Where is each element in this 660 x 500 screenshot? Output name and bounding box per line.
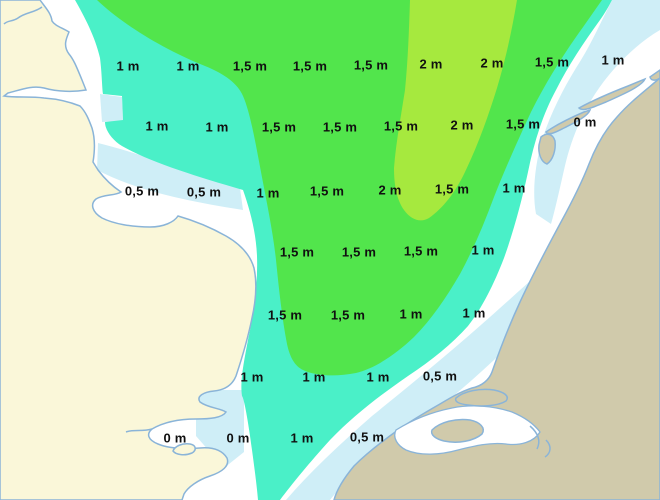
wave-height-label: 1,5 m [322, 119, 358, 135]
wave-height-label: 1,5 m [341, 244, 377, 260]
wave-height-label: 1,5 m [309, 183, 345, 199]
wave-height-label: 1 m [366, 369, 390, 385]
wave-height-label: 0,5 m [186, 184, 222, 200]
wave-height-label: 1,5 m [434, 181, 470, 197]
wadden-island-2 [577, 77, 647, 111]
wave-height-label: 0,5 m [124, 183, 160, 199]
wadden-island-3 [649, 69, 660, 81]
wave-height-label: 1,5 m [279, 244, 315, 260]
wave-height-label: 1 m [256, 185, 280, 201]
wave-height-label: 1 m [176, 58, 200, 74]
wave-height-label: 2 m [480, 55, 504, 71]
wave-height-label: 1,5 m [353, 57, 389, 73]
wave-height-label: 1 m [462, 305, 486, 321]
land-east [333, 69, 660, 500]
wave-height-label: 0 m [573, 114, 597, 130]
wave-height-label: 1,5 m [232, 58, 268, 74]
wave-height-label: 1,5 m [383, 118, 419, 134]
wave-height-label: 1 m [471, 242, 495, 258]
wave-height-label: 1 m [290, 430, 314, 446]
wave-height-label: 1,5 m [330, 307, 366, 323]
wave-height-label: 0 m [163, 430, 187, 446]
wave-height-label: 1 m [116, 58, 140, 74]
wave-height-label: 1,5 m [261, 119, 297, 135]
wave-height-label: 0,5 m [422, 368, 458, 384]
wave-height-label: 1 m [240, 369, 264, 385]
delta-river-2 [544, 439, 551, 458]
delta-river-1 [529, 425, 540, 450]
estuary-island [172, 443, 196, 456]
wave-height-label: 1 m [302, 369, 326, 385]
wave-height-label: 1,5 m [403, 243, 439, 259]
wave-height-label: 0 m [226, 430, 250, 446]
wadden-island-1 [544, 108, 592, 135]
wave-height-label: 1,5 m [505, 116, 541, 132]
wave-height-label: 1 m [502, 180, 526, 196]
wave-height-label: 1,5 m [292, 58, 328, 74]
wave-height-label: 2 m [419, 56, 443, 72]
sea-zone-2m [394, 0, 517, 221]
wave-height-label: 1 m [205, 119, 229, 135]
land-west [0, 0, 257, 500]
wave-height-label: 2 m [378, 182, 402, 198]
wave-height-label: 0,5 m [349, 429, 385, 445]
wave-height-label: 1 m [601, 52, 625, 68]
wadden-island-4 [538, 133, 556, 165]
wave-height-label: 1,5 m [267, 307, 303, 323]
delta-island-a [430, 418, 484, 443]
river-line-thames [125, 428, 153, 433]
sea-zone-05m [97, 0, 660, 500]
wave-height-label: 2 m [450, 117, 474, 133]
wave-height-label: 1 m [145, 118, 169, 134]
river-line-north [3, 6, 43, 25]
delta-island-b [454, 388, 508, 407]
wave-height-label: 1,5 m [534, 54, 570, 70]
wave-height-label: 1 m [399, 306, 423, 322]
